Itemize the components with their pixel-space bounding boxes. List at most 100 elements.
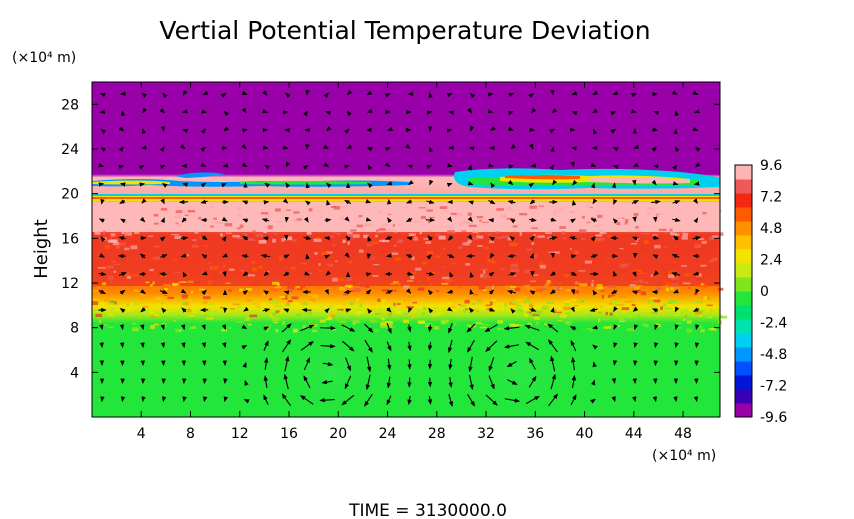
texture-speck bbox=[499, 305, 502, 308]
texture-speck bbox=[638, 272, 646, 274]
texture-speck bbox=[187, 219, 194, 221]
texture-speck bbox=[397, 239, 404, 244]
wind-vector bbox=[161, 182, 168, 188]
texture-speck bbox=[674, 314, 680, 316]
texture-speck bbox=[275, 221, 283, 223]
texture-speck bbox=[161, 279, 164, 284]
x-tick-label: 44 bbox=[625, 426, 643, 442]
texture-speck bbox=[578, 217, 584, 220]
wind-vector bbox=[672, 181, 679, 186]
wind-vector bbox=[320, 343, 336, 349]
wind-vector bbox=[140, 289, 147, 294]
texture-speck bbox=[92, 301, 99, 306]
texture-speck bbox=[467, 239, 472, 244]
wind-vector bbox=[139, 216, 146, 223]
wind-vector bbox=[320, 325, 336, 331]
texture-speck bbox=[279, 295, 288, 299]
colorbar-segment bbox=[735, 347, 752, 362]
wind-vector bbox=[446, 289, 454, 294]
texture-speck bbox=[258, 265, 263, 269]
wind-vector bbox=[346, 110, 352, 117]
texture-speck bbox=[124, 300, 131, 304]
texture-speck bbox=[119, 213, 124, 216]
wind-vector bbox=[220, 92, 227, 99]
texture-speck bbox=[449, 308, 456, 312]
texture-speck bbox=[458, 228, 464, 232]
texture-speck bbox=[133, 214, 137, 218]
texture-speck bbox=[640, 291, 647, 296]
texture-speck bbox=[651, 311, 658, 315]
wind-vector bbox=[160, 324, 165, 331]
wind-vector bbox=[671, 90, 678, 96]
texture-speck bbox=[161, 228, 167, 231]
texture-speck bbox=[309, 299, 316, 302]
texture-speck bbox=[278, 256, 283, 261]
texture-speck bbox=[377, 298, 381, 302]
wind-vector bbox=[263, 326, 270, 331]
texture-speck bbox=[499, 268, 506, 271]
texture-speck bbox=[116, 256, 123, 258]
texture-speck bbox=[381, 299, 386, 303]
texture-speck bbox=[489, 240, 494, 244]
wind-vector bbox=[488, 307, 496, 312]
texture-speck bbox=[228, 327, 232, 330]
texture-speck bbox=[677, 311, 681, 314]
texture-speck bbox=[429, 283, 433, 286]
colorbar-frame bbox=[734, 164, 753, 418]
texture-speck bbox=[445, 278, 453, 282]
texture-speck bbox=[336, 232, 341, 235]
wind-vector bbox=[489, 236, 495, 242]
texture-speck bbox=[708, 291, 712, 295]
texture-speck bbox=[204, 209, 212, 212]
texture-speck bbox=[699, 314, 702, 318]
wind-vector bbox=[264, 357, 269, 370]
texture-speck bbox=[715, 209, 722, 213]
texture-speck bbox=[586, 328, 593, 330]
texture-speck bbox=[202, 301, 208, 304]
texture-speck bbox=[232, 234, 240, 238]
texture-speck bbox=[719, 315, 728, 319]
wind-vector bbox=[385, 290, 394, 295]
texture-speck bbox=[149, 268, 154, 272]
texture-speck bbox=[658, 313, 663, 316]
texture-speck bbox=[209, 266, 214, 270]
texture-speck bbox=[524, 269, 530, 274]
texture-speck bbox=[163, 288, 169, 290]
texture-speck bbox=[516, 268, 520, 273]
texture-speck bbox=[189, 326, 192, 330]
texture-speck bbox=[674, 286, 682, 290]
texture-speck bbox=[619, 247, 624, 250]
texture-speck bbox=[669, 228, 673, 232]
texture-speck bbox=[444, 220, 449, 223]
texture-speck bbox=[667, 301, 672, 304]
texture-speck bbox=[624, 222, 628, 225]
texture-speck bbox=[665, 284, 669, 286]
wind-vector bbox=[323, 162, 330, 167]
texture-speck bbox=[477, 245, 483, 247]
wind-vector bbox=[183, 89, 188, 96]
wind-vector bbox=[490, 125, 496, 132]
wind-vector bbox=[242, 361, 247, 368]
texture-speck bbox=[338, 287, 346, 291]
wind-vector bbox=[428, 307, 434, 314]
texture-speck bbox=[333, 230, 337, 233]
texture-speck bbox=[599, 304, 604, 308]
texture-speck bbox=[317, 210, 324, 212]
wind-vector bbox=[119, 182, 126, 187]
texture-speck bbox=[509, 242, 517, 247]
texture-speck bbox=[179, 281, 187, 283]
texture-speck bbox=[616, 304, 624, 306]
wind-vector bbox=[365, 199, 372, 204]
texture-speck bbox=[543, 285, 547, 288]
wind-vector bbox=[99, 92, 106, 98]
texture-speck bbox=[656, 282, 662, 286]
texture-speck bbox=[244, 305, 251, 310]
wind-vector bbox=[674, 146, 680, 153]
wind-vector bbox=[592, 198, 598, 205]
texture-speck bbox=[350, 290, 355, 292]
texture-speck bbox=[481, 268, 489, 271]
wind-vector bbox=[159, 236, 166, 242]
texture-speck bbox=[166, 294, 175, 297]
wind-vector bbox=[507, 179, 514, 186]
wind-vector bbox=[528, 375, 537, 388]
